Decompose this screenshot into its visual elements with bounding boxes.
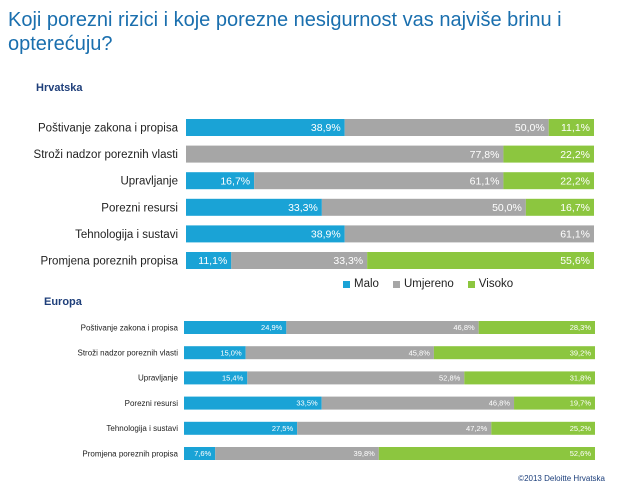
legend-swatch-low bbox=[343, 280, 350, 288]
page-title: Koji porezni rizici i koje porezne nesig… bbox=[8, 9, 562, 55]
category-label: Poštivanje zakona i propisa bbox=[81, 323, 179, 332]
data-label-high: 52,6% bbox=[570, 449, 592, 458]
bar-segment-low bbox=[186, 225, 345, 243]
bar-segment-low bbox=[184, 321, 287, 334]
legend-label-high: Visoko bbox=[478, 278, 514, 290]
bar-segment-low bbox=[186, 119, 345, 136]
bar-segment-low bbox=[184, 346, 246, 360]
data-label-mid: 45,8% bbox=[409, 348, 431, 357]
bar-segment-high bbox=[378, 447, 595, 460]
data-label-high: 25,2% bbox=[570, 424, 592, 433]
category-label: Promjena poreznih propisa bbox=[41, 256, 179, 268]
category-label: Poštivanje zakona i propisa bbox=[38, 123, 179, 135]
data-label-low: 38,9% bbox=[311, 229, 341, 241]
section-title-europa: Europa bbox=[44, 296, 82, 308]
bar-segment-mid bbox=[215, 447, 379, 460]
bar-segment-low bbox=[186, 172, 255, 190]
bar-segment-high bbox=[464, 371, 595, 385]
data-label-low: 15,4% bbox=[222, 374, 244, 383]
legend-swatch-mid bbox=[392, 280, 400, 288]
bar-segment-low bbox=[186, 252, 232, 269]
category-label: Upravljanje bbox=[120, 176, 178, 188]
bar-segment-mid bbox=[297, 421, 492, 435]
legend-item-high: Visoko bbox=[467, 278, 514, 290]
bar-segment-mid bbox=[344, 119, 549, 136]
data-label-low: 27,5% bbox=[272, 424, 294, 433]
data-label-mid: 46,8% bbox=[489, 399, 511, 408]
bar-segment-mid bbox=[231, 252, 368, 269]
category-label: Tehnologija i sustavi bbox=[106, 424, 178, 433]
legend-swatch-high bbox=[467, 280, 475, 288]
bar-segment-mid bbox=[286, 321, 479, 334]
data-label-high: 11,1% bbox=[561, 122, 590, 134]
data-label-high: 55,6% bbox=[560, 255, 590, 267]
section-title-hrvatska: Hrvatska bbox=[36, 82, 83, 94]
bar-segment-low bbox=[184, 447, 216, 460]
legend-label-low: Malo bbox=[354, 278, 379, 290]
data-label-mid: 47,2% bbox=[466, 424, 488, 433]
data-label-low: 38,9% bbox=[311, 122, 341, 134]
bar-segment-mid bbox=[321, 198, 526, 216]
bar-segment-high bbox=[503, 145, 594, 163]
category-label: Porezni resursi bbox=[125, 399, 179, 408]
data-label-low: 33,3% bbox=[288, 202, 318, 214]
bar-segment-high bbox=[491, 421, 595, 435]
category-label: Stroži nadzor poreznih vlasti bbox=[34, 149, 178, 161]
bar-segment-low bbox=[184, 371, 248, 385]
bar-segment-high bbox=[548, 119, 594, 136]
data-label-high: 39,2% bbox=[570, 348, 592, 357]
bar-segment-high bbox=[478, 321, 595, 334]
copyright-footer: ©2013 Deloitte Hrvatska bbox=[518, 474, 605, 483]
category-label: Upravljanje bbox=[138, 374, 179, 383]
data-label-low: 7,6% bbox=[194, 449, 211, 458]
data-label-mid: 61,1% bbox=[470, 175, 500, 187]
data-label-mid: 39,8% bbox=[354, 449, 376, 458]
data-label-high: 19,7% bbox=[570, 399, 592, 408]
data-label-low: 16,7% bbox=[220, 175, 250, 187]
bar-segment-low bbox=[184, 421, 298, 435]
legend-item-low: Malo bbox=[343, 278, 379, 290]
bar-segment-mid bbox=[344, 225, 594, 243]
stacked-bar-chart-hr: Poštivanje zakona i propisa 38,9% 50,0% 11,… bbox=[34, 119, 594, 269]
bar-segment-mid bbox=[254, 172, 504, 190]
bar-segment-high bbox=[367, 252, 594, 269]
data-label-mid: 50,0% bbox=[515, 122, 545, 134]
data-label-high: 28,3% bbox=[570, 323, 592, 332]
data-label-low: 33,5% bbox=[296, 399, 318, 408]
category-label: Tehnologija i sustavi bbox=[75, 229, 178, 241]
data-label-mid: 33,3% bbox=[333, 255, 363, 267]
data-label-low: 11,1% bbox=[198, 255, 227, 267]
data-label-high: 16,7% bbox=[560, 202, 590, 214]
legend: Malo Umjereno Visoko bbox=[343, 278, 513, 290]
bar-segment-low bbox=[184, 396, 322, 410]
bar-segment-mid bbox=[245, 346, 434, 360]
data-label-high: 22,2% bbox=[560, 149, 590, 161]
data-label-low: 15,0% bbox=[220, 348, 242, 357]
category-label: Porezni resursi bbox=[101, 202, 178, 214]
legend-label-mid: Umjereno bbox=[403, 278, 454, 290]
data-label-mid: 46,8% bbox=[453, 323, 475, 332]
bar-segment-high bbox=[433, 346, 595, 360]
bar-segment-mid bbox=[247, 371, 465, 385]
data-label-mid: 61,1% bbox=[560, 229, 590, 241]
bar-segment-low bbox=[186, 198, 322, 216]
bar-segment-mid bbox=[321, 396, 515, 410]
stacked-bar-chart-eu: Poštivanje zakona i propisa 24,9% 46,8% 28,… bbox=[78, 321, 595, 460]
bar-segment-high bbox=[503, 172, 594, 190]
data-label-mid: 50,0% bbox=[492, 202, 522, 214]
bar-segment-high bbox=[514, 396, 595, 410]
category-label: Stroži nadzor poreznih vlasti bbox=[78, 349, 179, 358]
data-label-mid: 52,8% bbox=[439, 374, 461, 383]
data-label-mid: 77,8% bbox=[470, 149, 500, 161]
bar-segment-high bbox=[525, 198, 594, 216]
category-label: Promjena poreznih propisa bbox=[82, 449, 178, 458]
data-label-low: 24,9% bbox=[261, 323, 283, 332]
data-label-high: 31,8% bbox=[570, 374, 592, 383]
data-label-high: 22,2% bbox=[560, 175, 590, 187]
bar-segment-mid bbox=[186, 145, 504, 163]
legend-item-mid: Umjereno bbox=[392, 278, 454, 290]
